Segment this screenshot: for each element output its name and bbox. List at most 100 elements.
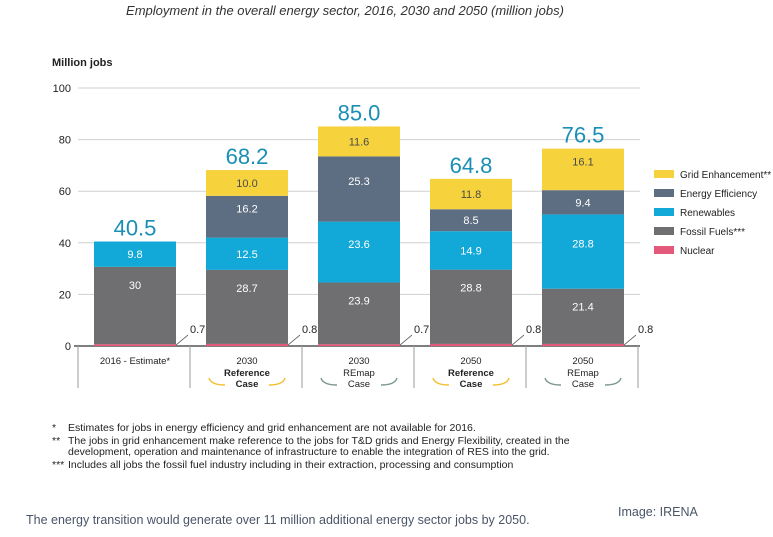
footnote-text: Estimates for jobs in energy efficiency … <box>68 422 476 434</box>
total-label: 40.5 <box>114 216 157 241</box>
bar-segment <box>318 156 400 222</box>
y-tick-label: 0 <box>65 341 71 353</box>
total-label: 85.0 <box>338 100 381 125</box>
footnote: * Estimates for jobs in energy efficienc… <box>52 422 612 435</box>
data-label: 9.8 <box>127 249 142 261</box>
x-case-label: Reference <box>448 368 494 379</box>
stacked-bar-chart: Million jobs 0 20 40 60 80 100 0.7 30 9.8 40.5 2016… <box>52 57 771 390</box>
data-label: 12.5 <box>236 249 257 261</box>
bar-segment <box>542 148 624 191</box>
y-tick-label: 60 <box>59 186 71 198</box>
data-label: 11.6 <box>349 136 370 148</box>
legend-label: Energy Efficiency <box>680 189 757 200</box>
data-label: 28.8 <box>460 283 481 295</box>
legend-swatch <box>654 246 674 254</box>
case-bracket <box>320 377 338 386</box>
footnote-text: Includes all jobs the fossil fuel indust… <box>68 458 514 471</box>
bar-segment <box>542 214 624 289</box>
chart-title: Employment in the overall energy sector,… <box>126 3 564 18</box>
bar-segment <box>206 269 288 344</box>
x-case-label: REmap <box>343 368 375 379</box>
data-label: 11.8 <box>461 189 482 201</box>
leader-line <box>623 334 637 346</box>
bar-segment <box>318 344 400 346</box>
legend-label: Fossil Fuels*** <box>680 227 745 238</box>
data-label: 0.8 <box>526 324 541 336</box>
footnote-marker: ** <box>52 434 61 447</box>
data-label: 23.9 <box>348 296 369 308</box>
y-tick-label: 40 <box>59 238 71 250</box>
data-label: 10.0 <box>236 178 257 190</box>
data-label: 14.9 <box>460 245 481 257</box>
leader-line <box>287 334 301 346</box>
footnote: *** Includes all jobs the fossil fuel in… <box>52 458 612 472</box>
x-tick-label: 2030 <box>236 356 257 367</box>
x-case-label: Case <box>572 379 594 390</box>
data-label: 21.4 <box>572 302 593 314</box>
footnote-text: The jobs in grid enhancement make refere… <box>68 434 570 458</box>
bar-segment <box>206 237 288 270</box>
x-case-label: REmap <box>567 368 599 379</box>
data-label: 8.5 <box>463 215 478 227</box>
legend-label: Nuclear <box>680 246 715 257</box>
bar-segment <box>94 266 176 345</box>
case-bracket <box>544 377 562 386</box>
leader-line <box>511 334 525 346</box>
data-label: 28.8 <box>572 239 593 251</box>
bar-segment <box>318 126 400 157</box>
bar-segment <box>206 170 288 196</box>
bar-segment <box>542 190 624 215</box>
x-tick-label: 2030 <box>348 356 369 367</box>
y-tick-label: 20 <box>59 289 71 301</box>
case-bracket <box>208 377 226 386</box>
bar-segment <box>430 269 512 344</box>
legend-swatch <box>654 189 674 197</box>
bar-segment <box>206 195 288 238</box>
bar-segment <box>318 221 400 283</box>
case-bracket <box>380 377 398 386</box>
image-credit: Image: IRENA <box>618 505 698 519</box>
legend-swatch <box>654 208 674 216</box>
x-tick-label: 2016 - Estimate* <box>100 356 171 367</box>
data-label: 30 <box>129 280 141 292</box>
data-label: 23.6 <box>348 239 369 251</box>
total-label: 68.2 <box>226 144 269 169</box>
data-label: 0.8 <box>638 324 653 336</box>
footnote: ** The jobs in grid enhancement make ref… <box>52 434 612 459</box>
legend-label: Grid Enhancement** <box>680 170 771 181</box>
data-label: 9.4 <box>575 197 590 209</box>
x-case-label: Case <box>348 379 370 390</box>
x-tick-label: 2050 <box>572 356 593 367</box>
data-label: 0.8 <box>302 324 317 336</box>
bar-segment <box>430 343 512 346</box>
bar-segment <box>206 343 288 346</box>
bar-segment <box>94 241 176 267</box>
legend-swatch <box>654 170 674 178</box>
bar-segment <box>94 344 176 346</box>
data-label: 16.1 <box>572 156 593 168</box>
leader-line <box>175 334 189 346</box>
y-axis-label: Million jobs <box>52 57 113 69</box>
bar-segment <box>430 209 512 232</box>
data-label: 25.3 <box>348 176 369 188</box>
image-caption: The energy transition would generate ove… <box>26 513 530 527</box>
footnote-marker: * <box>52 422 57 434</box>
x-tick-label: 2050 <box>460 356 481 367</box>
bar-segment <box>430 231 512 270</box>
bar-segment <box>542 343 624 346</box>
total-label: 64.8 <box>450 153 493 178</box>
footnote-marker: *** <box>52 458 65 471</box>
data-label: 16.2 <box>236 204 257 216</box>
case-bracket <box>492 377 510 386</box>
bar-segment <box>318 282 400 345</box>
total-label: 76.5 <box>562 123 605 148</box>
y-tick-label: 100 <box>53 83 71 95</box>
data-label: 0.7 <box>190 324 205 336</box>
footnotes: * Estimates for jobs in energy efficienc… <box>52 422 612 472</box>
legend-label: Renewables <box>680 208 735 219</box>
x-case-label: Reference <box>224 368 270 379</box>
bar-segment <box>430 178 512 210</box>
leader-line <box>399 334 413 346</box>
y-tick-label: 80 <box>59 135 71 147</box>
data-label: 28.7 <box>236 283 257 295</box>
